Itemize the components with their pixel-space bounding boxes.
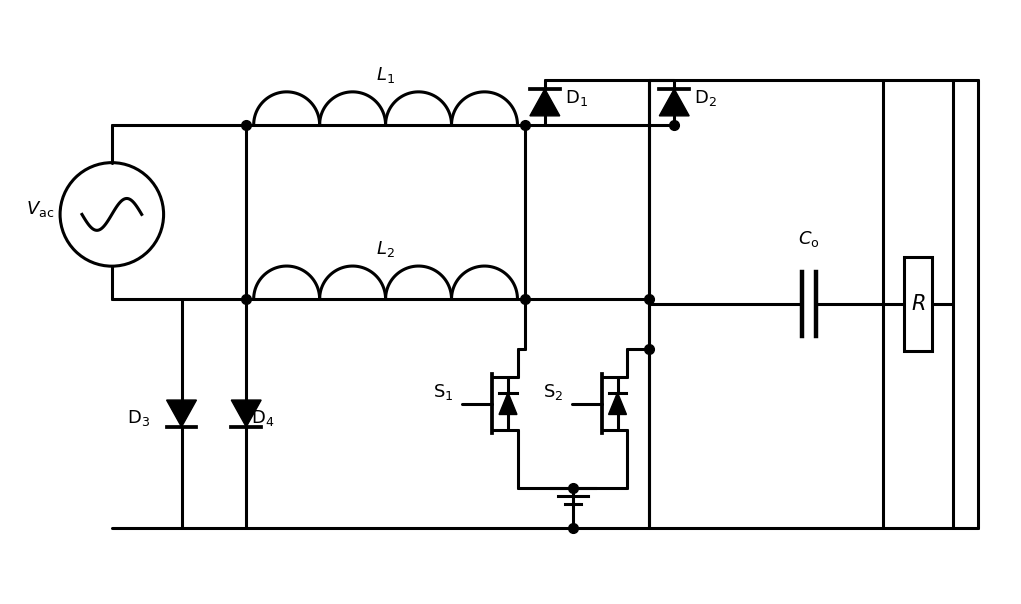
Text: $\mathrm{D}_{2}$: $\mathrm{D}_{2}$: [694, 88, 717, 108]
Text: $\mathrm{D}_{1}$: $\mathrm{D}_{1}$: [565, 88, 588, 108]
FancyBboxPatch shape: [905, 257, 932, 352]
Polygon shape: [609, 393, 627, 414]
Text: $C_{\mathrm{o}}$: $C_{\mathrm{o}}$: [797, 230, 820, 249]
Text: $V_{\mathrm{ac}}$: $V_{\mathrm{ac}}$: [27, 199, 54, 219]
Polygon shape: [530, 89, 560, 116]
Polygon shape: [660, 89, 689, 116]
Text: $L_{1}$: $L_{1}$: [376, 65, 395, 85]
Text: $R$: $R$: [911, 294, 925, 314]
Polygon shape: [232, 400, 261, 427]
Text: $\mathrm{S}_{2}$: $\mathrm{S}_{2}$: [542, 382, 563, 402]
Text: $\mathrm{D}_{3}$: $\mathrm{D}_{3}$: [127, 408, 150, 428]
Polygon shape: [166, 400, 196, 427]
Text: $L_{2}$: $L_{2}$: [376, 239, 395, 259]
Text: $\mathrm{D}_{4}$: $\mathrm{D}_{4}$: [251, 408, 275, 428]
Polygon shape: [499, 393, 517, 414]
Text: $\mathrm{S}_{1}$: $\mathrm{S}_{1}$: [433, 382, 453, 402]
